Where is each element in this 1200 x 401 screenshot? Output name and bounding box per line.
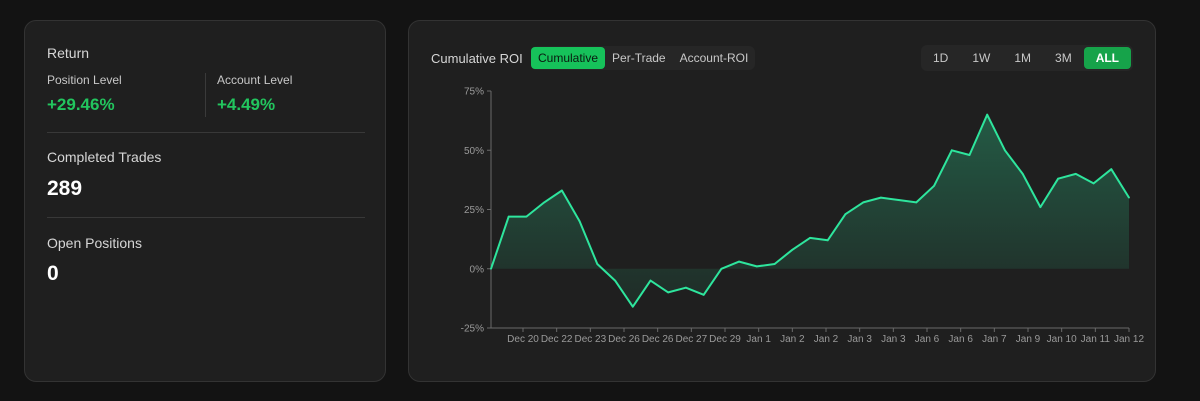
roi-data-point [702,293,705,296]
x-tick-label: Dec 26 [608,334,640,345]
x-tick-label: Jan 9 [1016,334,1041,345]
mode-per-trade-button[interactable]: Per-Trade [612,51,666,65]
x-tick-label: Dec 22 [541,334,573,345]
range-1w-button[interactable]: 1W [972,51,991,65]
roi-data-point [791,248,794,251]
vertical-divider [205,73,206,117]
completed-trades-value: 289 [47,177,83,200]
x-tick-label: Dec 29 [709,334,741,345]
time-range-selector: 1D 1W 1M 3M ALL [921,45,1133,71]
x-tick-label: Jan 10 [1047,334,1077,345]
y-tick-label: 50% [464,146,484,157]
roi-data-point [826,239,829,242]
x-tick-label: Jan 1 [746,334,771,345]
roi-data-point [543,201,546,204]
open-positions-value: 0 [47,262,59,285]
mode-account-roi-button[interactable]: Account-ROI [679,51,749,65]
roi-data-point [667,291,670,294]
x-tick-label: Dec 27 [675,334,707,345]
cumulative-roi-card: Cumulative ROI Cumulative Per-Trade Acco… [408,20,1156,382]
roi-data-point [862,201,865,204]
roi-data-point [596,263,599,265]
position-level-value: +29.46% [47,95,115,114]
roi-area-fill [491,114,1129,307]
roi-data-point [933,184,935,187]
roi-data-point [880,196,882,199]
x-tick-label: Jan 12 [1114,334,1144,345]
roi-data-point [986,113,989,116]
y-tick-label: 25% [464,205,484,216]
x-tick-label: Dec 20 [507,334,539,345]
roi-data-point [720,267,723,270]
roi-data-point [844,213,847,216]
roi-data-point [897,199,900,201]
x-tick-label: Jan 6 [915,334,940,345]
x-tick-label: Dec 26 [642,334,674,345]
range-all-button[interactable]: ALL [1083,47,1132,69]
roi-data-point [685,286,687,289]
x-tick-label: Jan 6 [948,334,973,345]
account-level-label: Account Level [217,73,293,87]
x-tick-label: Jan 3 [881,334,906,345]
x-tick-label: Jan 7 [982,334,1007,345]
range-1m-button[interactable]: 1M [1014,51,1032,65]
range-3m-button[interactable]: 3M [1055,51,1072,65]
position-level-label: Position Level [47,73,122,87]
roi-data-point [1092,182,1095,185]
roi-data-point [968,154,971,156]
open-positions-label: Open Positions [47,235,142,251]
roi-data-point [614,279,616,282]
roi-data-point [1057,177,1059,180]
x-tick-label: Dec 23 [574,334,606,345]
divider [47,132,365,133]
y-tick-label: 75% [464,87,484,98]
x-tick-label: Jan 2 [814,334,839,345]
roi-data-point [578,220,581,223]
roi-data-point [1110,168,1113,171]
roi-data-point [1074,173,1077,175]
roi-data-point [773,263,776,265]
roi-data-point [915,201,918,204]
account-level-value: +4.49% [217,95,276,114]
x-tick-label: Jan 11 [1081,334,1111,345]
roi-data-point [1004,149,1006,152]
roi-data-point [809,237,811,239]
completed-trades-label: Completed Trades [47,149,162,165]
x-tick-label: Jan 3 [847,334,872,345]
roi-data-point [755,265,758,268]
x-tick-label: Jan 2 [780,334,805,345]
roi-data-point [738,260,740,263]
y-tick-label: 0% [470,264,485,275]
roi-area-chart: -25%0%25%50%75%Dec 20 Dec 22 Dec 23 Dec 26 D… [461,87,1145,346]
roi-data-point [490,267,492,270]
mode-cumulative-button[interactable]: Cumulative [531,47,606,69]
chart-title: Cumulative ROI [431,51,523,66]
return-summary-card: Return Position Level +29.46% Account Le… [24,20,386,382]
return-title: Return [47,45,90,61]
roi-data-point [507,215,510,218]
divider [47,217,365,218]
roi-data-point [1039,206,1042,209]
roi-data-point [525,215,528,218]
mode-selector: Cumulative Per-Trade Account-ROI [531,46,756,70]
roi-data-point [561,189,563,192]
roi-data-point [1128,196,1130,199]
roi-data-point [649,279,652,282]
roi-data-point [631,305,634,308]
y-tick-label: -25% [461,324,484,335]
range-1d-button[interactable]: 1D [933,51,949,65]
roi-data-point [1021,173,1024,175]
roi-data-point [950,149,953,152]
